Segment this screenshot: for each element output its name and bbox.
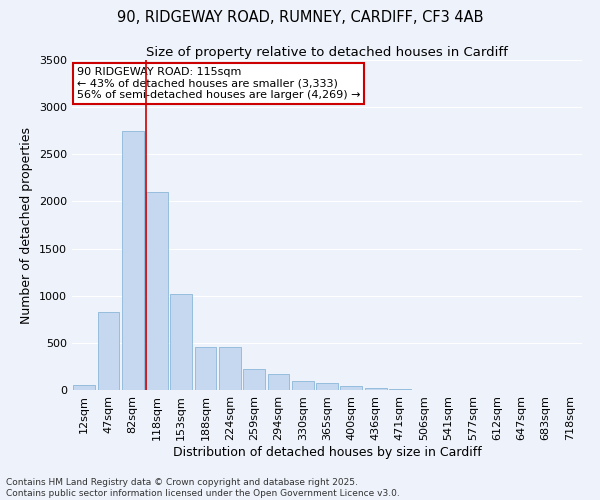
Bar (170, 294, 192, 390)
Bar (122, 130, 143, 390)
Bar (389, 389, 411, 390)
Y-axis label: Number of detached properties: Number of detached properties (20, 126, 34, 324)
Bar (316, 384, 338, 390)
Bar (292, 380, 314, 390)
Text: 90, RIDGEWAY ROAD, RUMNEY, CARDIFF, CF3 4AB: 90, RIDGEWAY ROAD, RUMNEY, CARDIFF, CF3 … (117, 10, 483, 25)
Bar (97, 312, 119, 390)
Bar (146, 192, 168, 390)
Text: 90 RIDGEWAY ROAD: 115sqm
← 43% of detached houses are smaller (3,333)
56% of sem: 90 RIDGEWAY ROAD: 115sqm ← 43% of detach… (77, 66, 361, 100)
Bar (365, 388, 386, 390)
Bar (340, 386, 362, 390)
Text: Contains HM Land Registry data © Crown copyright and database right 2025.
Contai: Contains HM Land Registry data © Crown c… (6, 478, 400, 498)
Bar (219, 346, 241, 390)
Title: Size of property relative to detached houses in Cardiff: Size of property relative to detached ho… (146, 46, 508, 59)
X-axis label: Distribution of detached houses by size in Cardiff: Distribution of detached houses by size … (173, 446, 481, 458)
Bar (243, 370, 265, 390)
Bar (268, 374, 289, 390)
Bar (194, 346, 217, 390)
Bar (73, 386, 95, 390)
